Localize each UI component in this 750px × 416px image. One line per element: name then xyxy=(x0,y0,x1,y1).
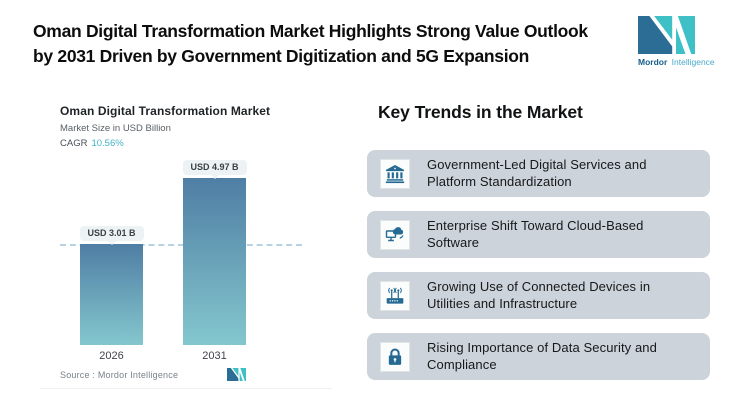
bar-value-label: USD 3.01 B xyxy=(79,226,144,245)
bank-icon xyxy=(380,158,410,189)
trend-text: Rising Importance of Data Security and C… xyxy=(427,340,657,372)
trend-card-list: Government-Led Digital Services and Plat… xyxy=(367,150,710,380)
chart-source: Source : Mordor Intelligence xyxy=(60,370,179,380)
cagr-value: 10.56% xyxy=(91,138,124,149)
mordor-intelligence-logo: Mordor Intelligence xyxy=(638,16,715,67)
page-title: Oman Digital Transformation Market Highl… xyxy=(33,19,633,69)
mordor-intelligence-mini-logo-icon xyxy=(227,368,246,381)
x-axis-label: 2031 xyxy=(202,350,227,362)
page-title-line-2: by 2031 Driven by Government Digitizatio… xyxy=(33,46,530,66)
x-axis-label: 2026 xyxy=(99,350,124,362)
chart-subtitle: Market Size in USD Billion xyxy=(60,123,171,134)
chart-title: Oman Digital Transformation Market xyxy=(60,104,271,118)
brand-wordmark-light: Intelligence xyxy=(671,57,715,67)
lock-icon xyxy=(380,341,410,372)
mordor-intelligence-logo-icon xyxy=(638,16,695,54)
trend-text: Growing Use of Connected Devices in Util… xyxy=(427,279,651,311)
trend-card: Government-Led Digital Services and Plat… xyxy=(367,150,710,197)
bar-2031 xyxy=(183,178,246,345)
trend-card: Enterprise Shift Toward Cloud-Based Soft… xyxy=(367,211,710,258)
trend-text: Enterprise Shift Toward Cloud-Based Soft… xyxy=(427,218,644,250)
market-size-chart-card: Oman Digital Transformation Market Marke… xyxy=(40,95,332,389)
brand-wordmark: Mordor Intelligence xyxy=(638,57,715,67)
cloud-sync-icon xyxy=(380,219,410,250)
chart-cagr: CAGR 10.56% xyxy=(60,138,124,149)
cagr-label: CAGR xyxy=(60,138,88,149)
trend-text: Government-Led Digital Services and Plat… xyxy=(427,157,647,189)
reference-dashed-line xyxy=(60,243,302,246)
key-trends-heading: Key Trends in the Market xyxy=(378,102,583,122)
router-icon xyxy=(380,280,410,311)
bar-2026 xyxy=(80,244,143,345)
bar-value-label: USD 4.97 B xyxy=(182,160,247,179)
trend-card: Rising Importance of Data Security and C… xyxy=(367,333,710,380)
trend-card: Growing Use of Connected Devices in Util… xyxy=(367,272,710,319)
bar-plot-area: USD 3.01 B 2026 USD 4.97 B 2031 xyxy=(40,95,332,389)
page-title-line-1: Oman Digital Transformation Market Highl… xyxy=(33,21,588,41)
brand-wordmark-bold: Mordor xyxy=(638,57,668,67)
